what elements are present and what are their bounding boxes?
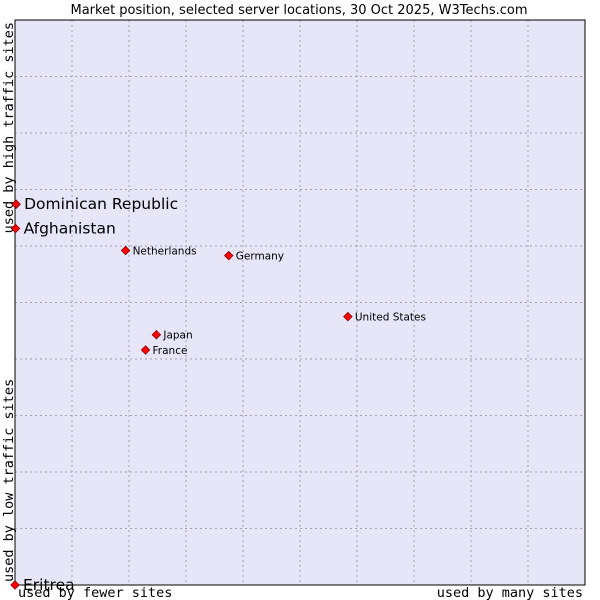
label-germany: Germany <box>236 251 284 263</box>
point-united-states: United States <box>343 311 426 324</box>
marker-eritrea <box>10 580 20 590</box>
point-afghanistan: Afghanistan <box>10 219 116 237</box>
label-japan: Japan <box>162 330 192 342</box>
marker-japan <box>151 329 162 340</box>
data-points: Dominican Republic Afghanistan Netherlands… <box>10 195 426 594</box>
marker-afghanistan <box>10 223 21 234</box>
marker-netherlands <box>120 245 131 256</box>
marker-united-states <box>343 311 353 322</box>
label-afghanistan: Afghanistan <box>24 219 116 237</box>
label-dominican-republic: Dominican Republic <box>24 195 178 213</box>
y-axis-label-bottom: used by low traffic sites <box>1 379 17 582</box>
point-netherlands: Netherlands <box>120 245 197 258</box>
label-united-states: United States <box>355 312 426 324</box>
point-eritrea: Eritrea <box>10 576 75 594</box>
point-france: France <box>140 345 188 357</box>
label-france: France <box>153 345 188 357</box>
chart-title: Market position, selected server locatio… <box>70 3 527 18</box>
y-axis-label-top: used by high traffic sites <box>1 22 17 233</box>
label-eritrea: Eritrea <box>23 576 75 594</box>
marker-france <box>140 345 151 355</box>
point-germany: Germany <box>223 250 284 263</box>
marker-dominican-republic <box>11 199 21 209</box>
point-japan: Japan <box>151 329 193 342</box>
plot-border <box>14 19 586 586</box>
grid-lines <box>15 20 585 585</box>
marker-germany <box>223 250 234 261</box>
x-axis-label-left: used by fewer sites <box>18 585 172 600</box>
x-axis-label-right: used by many sites <box>437 585 583 600</box>
label-netherlands: Netherlands <box>133 246 197 258</box>
point-dominican-republic: Dominican Republic <box>11 195 178 213</box>
